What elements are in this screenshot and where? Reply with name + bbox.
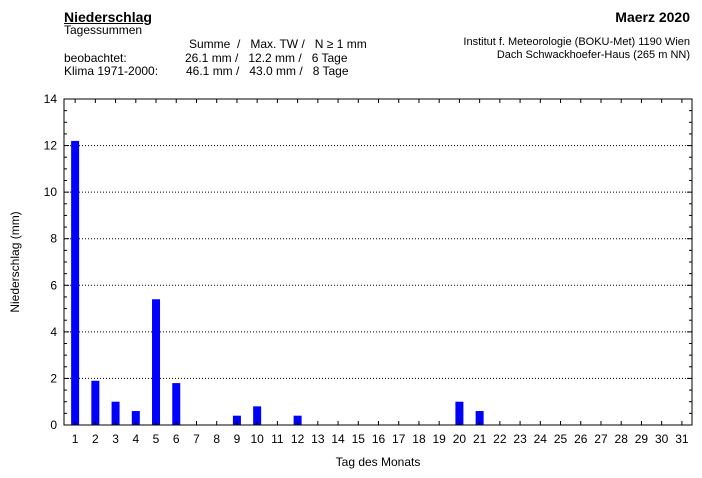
x-tick-label: 10 (250, 432, 264, 446)
y-tick-label: 8 (50, 232, 57, 246)
bar-day-10 (253, 406, 262, 425)
observed-values: 26.1 mm / 12.2 mm / 6 Tage (185, 51, 348, 65)
x-tick-label: 2 (92, 432, 99, 446)
x-tick-label: 25 (554, 432, 568, 446)
bar-day-1 (71, 140, 80, 425)
x-tick-label: 28 (615, 432, 629, 446)
chart-title: Niederschlag (64, 9, 152, 25)
x-tick-label: 22 (493, 432, 507, 446)
institute-line-2: Dach Schwackhoefer-Haus (265 m NN) (496, 49, 690, 61)
bar-day-5 (152, 299, 161, 425)
bar-day-20 (455, 401, 464, 425)
x-tick-label: 14 (331, 432, 345, 446)
y-tick-label: 6 (50, 278, 57, 292)
x-tick-label: 11 (271, 432, 284, 446)
bar-day-2 (91, 380, 100, 425)
y-tick-label: 2 (50, 371, 57, 385)
x-tick-label: 21 (473, 432, 487, 446)
x-tick-label: 7 (193, 432, 200, 446)
x-tick-label: 9 (234, 432, 241, 446)
x-tick-label: 4 (132, 432, 139, 446)
x-tick-label: 29 (635, 432, 649, 446)
x-tick-label: 23 (513, 432, 527, 446)
climate-label: Klima 1971-2000: (64, 64, 159, 78)
bar-series (71, 140, 484, 425)
x-tick-label: 8 (213, 432, 220, 446)
x-tick-label: 5 (153, 432, 160, 446)
stats-header: Summe / Max. TW / N ≥ 1 mm (189, 37, 367, 51)
bar-day-9 (232, 415, 241, 425)
x-tick-label: 19 (433, 432, 447, 446)
x-tick-label: 20 (453, 432, 467, 446)
bar-day-21 (475, 411, 484, 425)
x-tick-label: 26 (574, 432, 588, 446)
bar-day-12 (293, 415, 302, 425)
y-axis-label: Niederschlag (mm) (8, 211, 22, 312)
x-axis-label: Tag des Monats (336, 455, 421, 469)
x-axis-ticks: 1 2 3 4 5 6 7 8 9 10 11 12 13 14 15 16 17 18 19 20 21 22 23 24 2… (72, 99, 689, 446)
bar-day-4 (131, 411, 140, 425)
y-tick-label: 10 (44, 185, 58, 199)
x-tick-label: 17 (392, 432, 406, 446)
observed-label: beobachtet: (64, 51, 127, 65)
x-tick-label: 18 (412, 432, 426, 446)
y-tick-label: 14 (44, 92, 58, 106)
x-tick-label: 30 (655, 432, 669, 446)
chart-subtitle: Tagessummen (64, 23, 143, 37)
x-tick-label: 12 (291, 432, 305, 446)
x-tick-label: 31 (675, 432, 689, 446)
x-tick-label: 27 (594, 432, 608, 446)
y-axis-ticks: 0 2 4 6 8 10 12 14 (44, 92, 692, 432)
institute-line-1: Institut f. Meteorologie (BOKU-Met) 1190… (463, 36, 690, 48)
x-tick-label: 16 (372, 432, 386, 446)
y-tick-label: 0 (50, 418, 57, 432)
x-tick-label: 24 (534, 432, 548, 446)
x-tick-label: 3 (112, 432, 119, 446)
y-tick-label: 12 (44, 139, 58, 153)
x-tick-label: 15 (352, 432, 366, 446)
climate-values: 46.1 mm / 43.0 mm / 8 Tage (186, 64, 349, 78)
bar-day-3 (111, 401, 120, 425)
x-tick-label: 1 (72, 432, 79, 446)
x-tick-label: 13 (311, 432, 325, 446)
bar-day-6 (172, 383, 181, 425)
x-tick-label: 6 (173, 432, 180, 446)
y-tick-label: 4 (50, 325, 57, 339)
month-label: Maerz 2020 (615, 9, 690, 25)
